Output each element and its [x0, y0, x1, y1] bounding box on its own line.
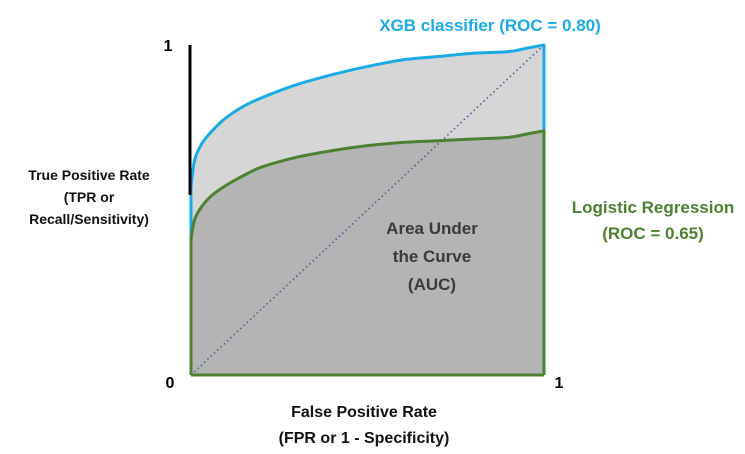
origin-tick-label-0: 0: [166, 375, 175, 392]
logreg-area-fill: [191, 130, 544, 375]
logreg-roc-curve: [189, 129, 546, 375]
xgb-series-label: XGB classifier (ROC = 0.80): [379, 16, 601, 35]
y-axis-label: True Positive Rate (TPR or Recall/Sensitiv…: [28, 167, 150, 227]
logreg-series-label: Logistic Regression (ROC = 0.65): [572, 198, 734, 243]
area-fills: [191, 45, 544, 375]
auc-annotation: Area Under the Curve (AUC): [386, 219, 478, 294]
roc-curves: [189, 43, 546, 377]
xgb-roc-curve: [189, 43, 546, 375]
x-axis-label: False Positive Rate (FPR or 1 - Specifici…: [279, 404, 450, 447]
y-tick-label-1: 1: [164, 38, 173, 55]
x-tick-label-1: 1: [555, 375, 564, 392]
